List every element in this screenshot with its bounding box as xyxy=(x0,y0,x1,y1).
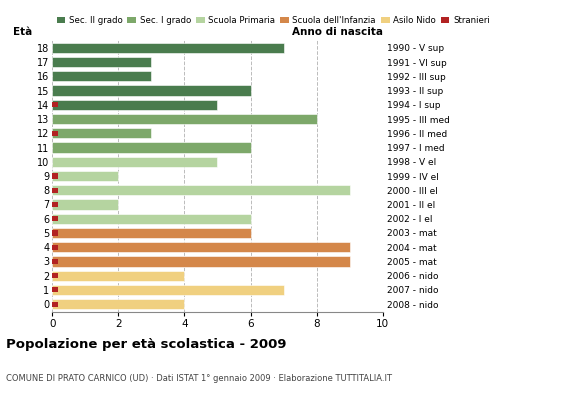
Text: Popolazione per età scolastica - 2009: Popolazione per età scolastica - 2009 xyxy=(6,338,287,351)
Bar xyxy=(52,86,251,96)
Bar xyxy=(52,71,151,82)
Text: Età: Età xyxy=(13,27,32,37)
Bar xyxy=(52,287,58,292)
Bar xyxy=(52,142,251,153)
Bar xyxy=(52,185,350,195)
Bar xyxy=(52,114,317,124)
Bar xyxy=(52,128,151,138)
Text: COMUNE DI PRATO CARNICO (UD) · Dati ISTAT 1° gennaio 2009 · Elaborazione TUTTITA: COMUNE DI PRATO CARNICO (UD) · Dati ISTA… xyxy=(6,374,392,383)
Bar xyxy=(52,174,58,178)
Bar xyxy=(52,199,118,210)
Bar xyxy=(52,228,251,238)
Bar xyxy=(52,273,58,278)
Bar xyxy=(52,214,251,224)
Text: Anno di nascita: Anno di nascita xyxy=(292,27,383,37)
Bar xyxy=(52,100,218,110)
Bar xyxy=(52,216,58,221)
Bar xyxy=(52,43,284,53)
Bar xyxy=(52,245,58,250)
Bar xyxy=(52,285,284,295)
Bar xyxy=(52,259,58,264)
Bar xyxy=(52,202,58,207)
Bar xyxy=(52,242,350,252)
Bar xyxy=(52,230,58,236)
Bar xyxy=(52,299,184,309)
Bar xyxy=(52,102,58,107)
Bar xyxy=(52,302,58,307)
Bar xyxy=(52,256,350,266)
Legend: Sec. II grado, Sec. I grado, Scuola Primaria, Scuola dell'Infanzia, Asilo Nido, : Sec. II grado, Sec. I grado, Scuola Prim… xyxy=(56,16,490,25)
Bar xyxy=(52,157,218,167)
Bar xyxy=(52,171,118,181)
Bar xyxy=(52,270,184,281)
Bar xyxy=(52,57,151,67)
Bar xyxy=(52,188,58,193)
Bar xyxy=(52,131,58,136)
